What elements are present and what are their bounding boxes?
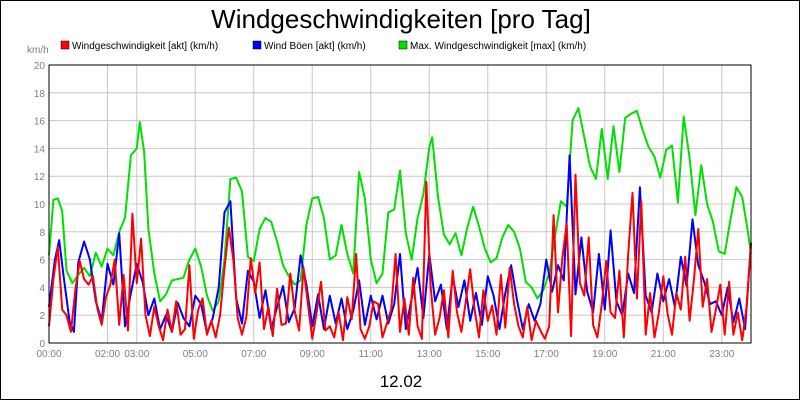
legend-label: Max. Windgeschwindigkeit [max] (km/h) [410, 41, 586, 52]
x-tick-label: 15:00 [475, 349, 500, 360]
x-tick-label: 13:00 [417, 349, 442, 360]
x-tick-label: 17:00 [534, 349, 559, 360]
y-tick-label: 16 [34, 117, 46, 128]
y-tick-label: 18 [34, 89, 46, 100]
legend-swatch [60, 40, 70, 50]
y-tick-label: 8 [39, 228, 45, 239]
y-tick-label: 4 [39, 283, 45, 294]
series-lines [48, 107, 752, 342]
series-line-0 [48, 107, 752, 312]
x-tick-label: 09:00 [300, 349, 325, 360]
x-tick-label: 03:00 [124, 349, 149, 360]
x-tick-label: 07:00 [241, 349, 266, 360]
x-tick-label: 19:00 [592, 349, 617, 360]
y-tick-label: 0 [39, 339, 45, 350]
y-axis-unit: km/h [27, 45, 49, 56]
x-tick-label: 23:00 [709, 349, 734, 360]
plot-border [48, 64, 752, 344]
chart-title: Windgeschwindigkeiten [pro Tag] [211, 4, 591, 34]
x-tick-label: 11:00 [359, 349, 384, 360]
x-tick-label: 00:00 [36, 349, 61, 360]
y-tick-label: 10 [34, 200, 46, 211]
legend-swatch [398, 40, 408, 50]
x-tick-label: 05:00 [183, 349, 208, 360]
legend-label: Windgeschwindigkeit [akt] (km/h) [72, 41, 218, 52]
y-tick-label: 20 [34, 61, 46, 72]
x-tick-label: 02:00 [95, 349, 120, 360]
x-axis-ticks: 00:00 02:00 03:00 05:00 07:00 09:00 11:00 13:00… [36, 349, 734, 360]
y-tick-label: 12 [34, 172, 46, 183]
legend: Windgeschwindigkeit [akt] (km/h) Wind Böe… [60, 40, 586, 52]
series-line-2 [48, 173, 752, 342]
y-tick-label: 6 [39, 256, 45, 267]
legend-label: Wind Böen [akt] (km/h) [264, 41, 366, 52]
y-tick-label: 2 [39, 311, 45, 322]
y-axis-ticks: 0 2 4 6 8 10 12 14 16 18 20 [34, 61, 46, 350]
legend-swatch [252, 40, 262, 50]
x-axis-date-label: 12.02 [380, 372, 423, 391]
y-tick-label: 14 [34, 144, 46, 155]
x-tick-label: 21:00 [651, 349, 676, 360]
